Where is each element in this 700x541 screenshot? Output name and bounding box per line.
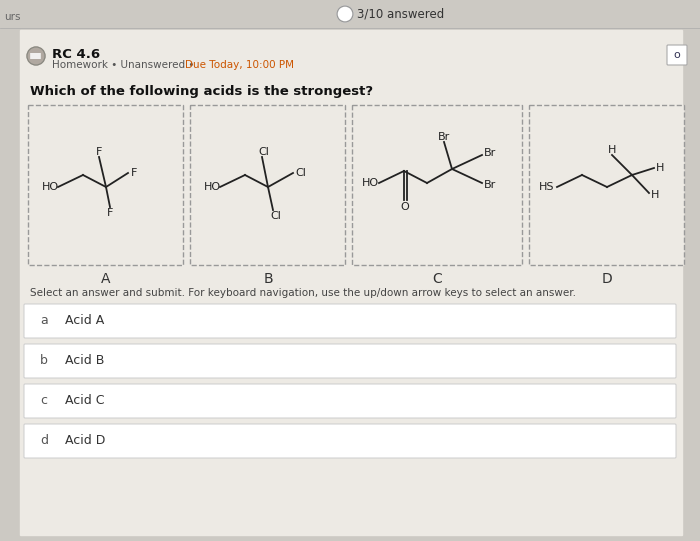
- Text: 3/10 answered: 3/10 answered: [357, 8, 444, 21]
- FancyBboxPatch shape: [24, 344, 676, 378]
- Text: Acid A: Acid A: [65, 314, 104, 327]
- Circle shape: [337, 6, 353, 22]
- Text: b: b: [40, 354, 48, 367]
- Text: o: o: [673, 50, 680, 60]
- Text: Acid C: Acid C: [65, 394, 104, 407]
- Text: C: C: [432, 272, 442, 286]
- Text: d: d: [40, 434, 48, 447]
- Text: A: A: [102, 272, 111, 286]
- Text: Select an answer and submit. For keyboard navigation, use the up/down arrow keys: Select an answer and submit. For keyboar…: [30, 288, 576, 298]
- Text: RC 4.6: RC 4.6: [52, 48, 100, 61]
- Text: O: O: [400, 202, 410, 212]
- Text: F: F: [96, 147, 102, 157]
- Text: B: B: [263, 272, 273, 286]
- Bar: [28, 105, 183, 265]
- Text: Cl: Cl: [271, 211, 281, 221]
- Text: Acid D: Acid D: [65, 434, 106, 447]
- FancyBboxPatch shape: [667, 45, 687, 65]
- Bar: [529, 105, 684, 265]
- FancyBboxPatch shape: [24, 424, 676, 458]
- Text: D: D: [601, 272, 612, 286]
- Text: urs: urs: [4, 12, 20, 22]
- Text: Acid B: Acid B: [65, 354, 104, 367]
- Text: c: c: [40, 394, 47, 407]
- Text: Which of the following acids is the strongest?: Which of the following acids is the stro…: [30, 85, 373, 98]
- FancyBboxPatch shape: [24, 304, 676, 338]
- Bar: [352, 105, 522, 265]
- FancyBboxPatch shape: [24, 384, 676, 418]
- Text: F: F: [107, 208, 113, 218]
- Text: Br: Br: [438, 132, 450, 142]
- Text: HS: HS: [539, 182, 554, 192]
- Bar: [190, 105, 345, 265]
- Text: Homework • Unanswered •: Homework • Unanswered •: [52, 60, 197, 70]
- Text: Cl: Cl: [295, 168, 307, 178]
- Text: Br: Br: [484, 180, 496, 190]
- Circle shape: [27, 47, 45, 65]
- Text: HO: HO: [204, 182, 221, 192]
- Text: Due Today, 10:00 PM: Due Today, 10:00 PM: [185, 60, 294, 70]
- Text: Br: Br: [484, 148, 496, 158]
- Text: a: a: [40, 314, 48, 327]
- Text: H: H: [656, 163, 664, 173]
- Text: H: H: [651, 190, 659, 200]
- Text: HO: HO: [42, 182, 59, 192]
- Text: H: H: [608, 145, 616, 155]
- Text: HO: HO: [362, 178, 379, 188]
- Text: Cl: Cl: [258, 147, 270, 157]
- Text: F: F: [131, 168, 137, 178]
